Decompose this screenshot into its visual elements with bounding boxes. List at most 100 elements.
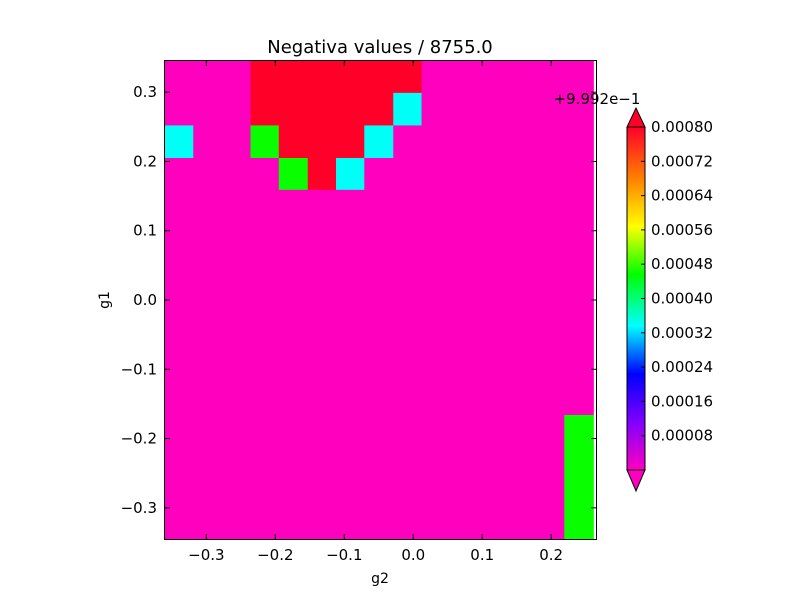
heatmap-cell [393, 383, 423, 416]
heatmap-cell [478, 318, 508, 352]
colorbar-offset-label: +9.992e−1 [554, 90, 641, 108]
heatmap-cell [536, 414, 565, 449]
heatmap-cell [564, 511, 594, 540]
x-tick-label: −0.2 [257, 546, 293, 564]
heatmap-cell [336, 414, 365, 449]
heatmap-cell [307, 350, 337, 384]
heatmap-cell [307, 414, 337, 449]
heatmap-cell [165, 189, 194, 223]
heatmap-cell [564, 447, 594, 481]
heatmap-cell [250, 61, 280, 94]
heatmap-cell [421, 447, 452, 481]
colorbar-tick-label: 0.00072 [651, 152, 713, 170]
heatmap-cell [165, 479, 194, 512]
heatmap-cell [507, 511, 537, 540]
heatmap-cell [307, 189, 337, 223]
heatmap-cell [336, 189, 365, 223]
heatmap-cell [478, 157, 508, 191]
heatmap-cell [364, 318, 394, 352]
y-axis-ticks: 0.3 0.2 0.1 0.0 −0.1 −0.2 −0.3 [121, 83, 596, 517]
heatmap-cell [364, 350, 394, 384]
heatmap-cell [278, 350, 309, 384]
heatmap-cell [278, 254, 309, 288]
heatmap-cell [221, 92, 252, 127]
heatmap-cell [221, 479, 252, 512]
heatmap-cell [165, 286, 194, 320]
heatmap-cell [564, 414, 594, 449]
heatmap-cell [250, 92, 280, 127]
heatmap-cell [421, 221, 452, 255]
heatmap-cell [536, 383, 565, 416]
heatmap-cell [278, 125, 309, 159]
heatmap-cell [450, 189, 480, 223]
heatmap-cell [250, 157, 280, 191]
heatmap-cell [336, 92, 365, 127]
heatmap-cell [364, 414, 394, 449]
heatmap-cell [278, 447, 309, 481]
heatmap-cell [165, 61, 194, 94]
heatmap-cell [450, 383, 480, 416]
heatmap-cell [336, 221, 365, 255]
heatmap-cell [421, 92, 452, 127]
heatmap-cell [450, 157, 480, 191]
heatmap-cell [193, 125, 223, 159]
heatmap-cell [478, 254, 508, 288]
heatmap-cell [507, 221, 537, 255]
heatmap-cell [564, 157, 594, 191]
heatmap-cell [193, 221, 223, 255]
heatmap-cell [478, 189, 508, 223]
heatmap-cell [393, 125, 423, 159]
heatmap-cell [193, 318, 223, 352]
heatmap-cell [364, 221, 394, 255]
heatmap-cell [421, 286, 452, 320]
heatmap-cell [278, 92, 309, 127]
colorbar-tick-label: 0.00024 [651, 358, 713, 376]
heatmap-cell [336, 61, 365, 94]
heatmap-cell [364, 254, 394, 288]
heatmap-cell [564, 125, 594, 159]
heatmap-cell [536, 221, 565, 255]
heatmap-cell [536, 479, 565, 512]
heatmap-cell [564, 254, 594, 288]
heatmap-cell [536, 125, 565, 159]
heatmap-cell [507, 479, 537, 512]
heatmap-cell [478, 447, 508, 481]
colorbar-tick-label: 0.00008 [651, 427, 713, 445]
heatmap-cell [250, 383, 280, 416]
heatmap-cell [478, 221, 508, 255]
heatmap-cell [450, 125, 480, 159]
heatmap-cell [278, 383, 309, 416]
heatmap-cell [564, 318, 594, 352]
heatmap-cell [536, 189, 565, 223]
heatmap-cell [564, 92, 594, 127]
heatmap-cell [221, 383, 252, 416]
heatmap-cell [536, 511, 565, 540]
heatmap-cell [278, 157, 309, 191]
heatmap-cell [221, 447, 252, 481]
y-tick-label: 0.0 [133, 291, 157, 309]
colorbar-tick-label: 0.00040 [651, 290, 713, 308]
heatmap-cell [193, 511, 223, 540]
heatmap-cell [165, 414, 194, 449]
heatmap-cell [193, 189, 223, 223]
heatmap-cell [221, 125, 252, 159]
heatmap-cell [336, 447, 365, 481]
heatmap-cell [564, 383, 594, 416]
x-axis-label: g2 [371, 571, 389, 587]
heatmap-cell [393, 350, 423, 384]
heatmap-cell [364, 125, 394, 159]
heatmap-cell [193, 286, 223, 320]
heatmap-cell [221, 350, 252, 384]
heatmap-cell [536, 318, 565, 352]
heatmap-cell [421, 61, 452, 94]
heatmap-cell [193, 479, 223, 512]
heatmap-cell [221, 61, 252, 94]
heatmap-cell [221, 318, 252, 352]
heatmap-cell [193, 61, 223, 94]
heatmap-cell [278, 414, 309, 449]
heatmap-cell [507, 61, 537, 94]
heatmap-cell [193, 414, 223, 449]
heatmap-cell [307, 286, 337, 320]
colorbar-gradient [627, 127, 645, 470]
heatmap-cell [478, 479, 508, 512]
